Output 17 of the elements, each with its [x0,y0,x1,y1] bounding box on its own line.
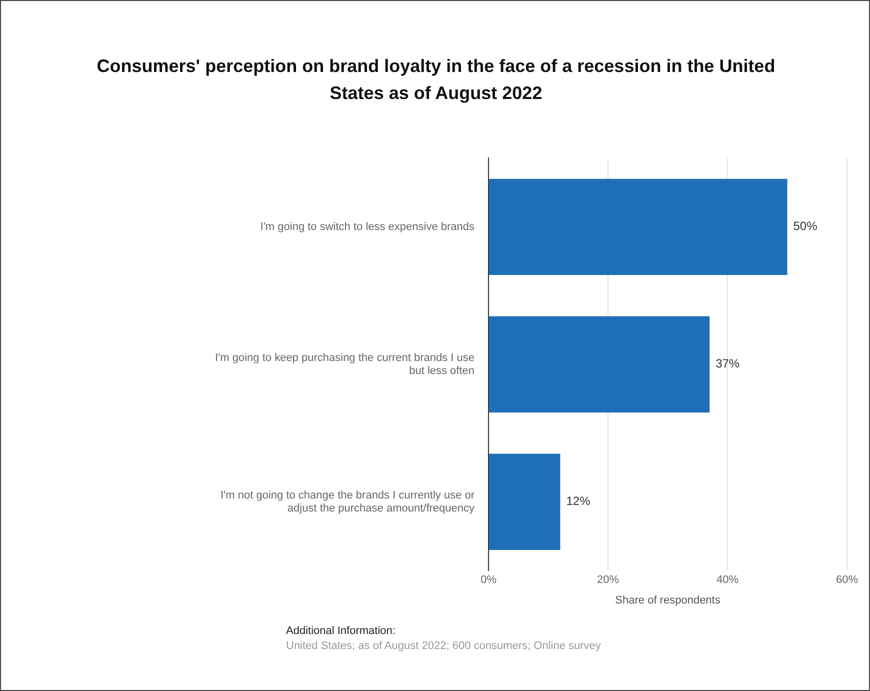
y-tick-label: I'm going to switch to less expensive brands [260,220,476,233]
bar [489,316,710,413]
y-tick-label: I'm going to keep purchasing the current brands I use but less often [215,352,475,378]
data-label: 37% [716,356,740,371]
x-tick-label: 60% [836,574,858,586]
bar [489,454,560,550]
x-axis-title: Share of respondents [615,594,721,606]
x-tick-label: 0% [480,574,497,586]
x-tick-label: 20% [597,574,620,586]
text: Additional Information: [286,625,396,637]
y-tick-label: I'm not going to change the brands I currently use or adjust the purchase amount/frequency [220,489,476,514]
x-tick-label: 40% [716,574,739,586]
data-label: 50% [793,219,818,234]
text: United States; as of August 2022; 600 consumers; Online survey [286,640,601,652]
data-label: 12% [566,494,591,508]
bar [489,178,788,276]
chart-title: Consumers' perception on brand loyalty in the face of a recession in the United States as of August 2022 [96,55,776,105]
